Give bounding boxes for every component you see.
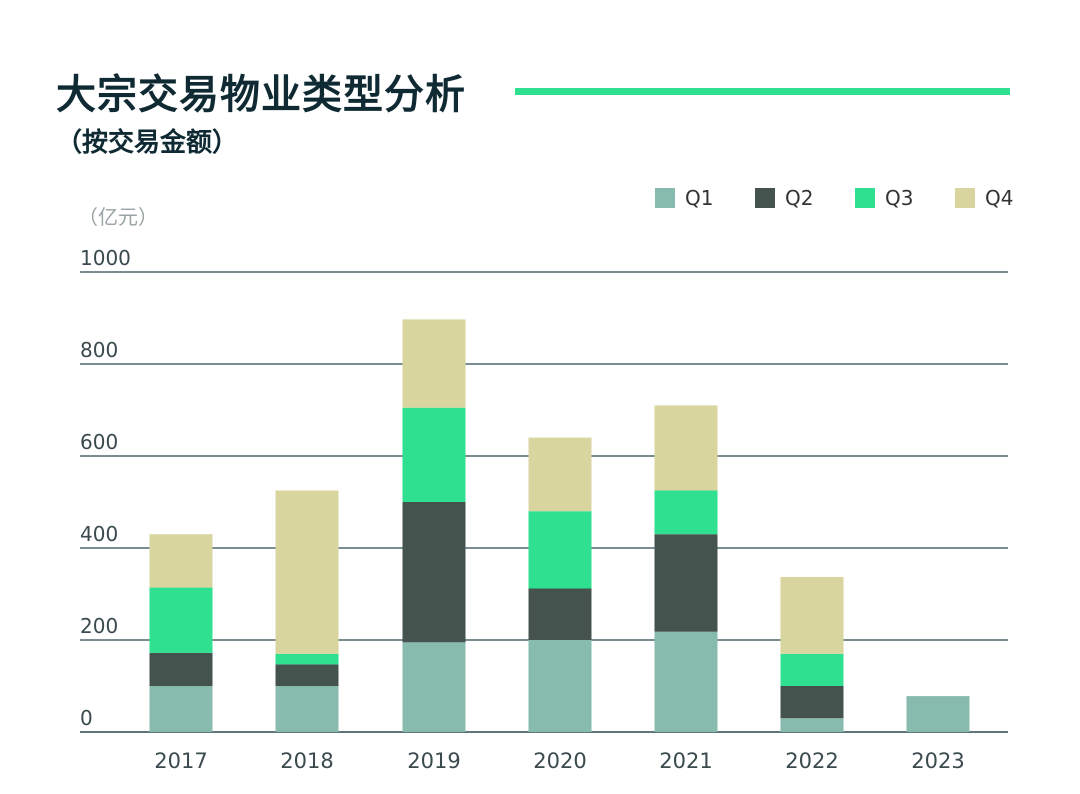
- bar-2022-q3: [780, 653, 844, 686]
- y-axis-unit-label: （亿元）: [78, 205, 158, 229]
- x-tick-label-2017: 2017: [154, 749, 207, 773]
- bar-2017-q1: [149, 686, 213, 732]
- bar-2017-q4: [149, 534, 213, 588]
- legend: Q1 Q2 Q3 Q4: [655, 186, 1055, 210]
- legend-swatch-q3: [855, 188, 875, 208]
- bar-2021-q3: [654, 490, 718, 535]
- bar-2023-q1: [906, 696, 970, 732]
- bar-2018-q4: [275, 490, 339, 654]
- title-accent-rule: [515, 88, 1010, 95]
- legend-label-q1: Q1: [685, 186, 714, 210]
- x-tick-label-2023: 2023: [911, 749, 964, 773]
- bar-2018-q3: [275, 653, 339, 665]
- legend-swatch-q2: [755, 188, 775, 208]
- bar-2019-q3: [402, 407, 466, 502]
- bar-2021-q1: [654, 631, 718, 732]
- x-tick-label-2019: 2019: [407, 749, 460, 773]
- x-tick-label-2021: 2021: [659, 749, 712, 773]
- y-tick-label-200: 200: [80, 614, 118, 638]
- chart-subtitle: （按交易金额）: [56, 128, 239, 158]
- bar-2020-q4: [528, 437, 592, 512]
- bar-2017-q2: [149, 652, 213, 686]
- bar-2020-q3: [528, 511, 592, 589]
- legend-swatch-q1: [655, 188, 675, 208]
- legend-swatch-q4: [955, 188, 975, 208]
- bar-2022-q2: [780, 686, 844, 719]
- bar-2019-q4: [402, 319, 466, 408]
- legend-label-q4: Q4: [985, 186, 1014, 210]
- bar-2019-q2: [402, 502, 466, 643]
- bar-2019-q1: [402, 642, 466, 732]
- x-tick-label-2020: 2020: [533, 749, 586, 773]
- bar-2020-q1: [528, 640, 592, 732]
- bar-2022-q4: [780, 576, 844, 654]
- legend-item-q1: Q1: [655, 186, 755, 210]
- bar-2018-q2: [275, 664, 339, 686]
- chart-title: 大宗交易物业类型分析: [56, 72, 466, 118]
- legend-item-q3: Q3: [855, 186, 955, 210]
- y-tick-label-400: 400: [80, 522, 118, 546]
- y-tick-label-1000: 1000: [80, 246, 131, 270]
- legend-label-q2: Q2: [785, 186, 814, 210]
- bar-2018-q1: [275, 686, 339, 732]
- bar-2022-q1: [780, 718, 844, 732]
- bar-2020-q2: [528, 588, 592, 640]
- bar-2021-q4: [654, 405, 718, 491]
- y-tick-label-600: 600: [80, 430, 118, 454]
- x-tick-label-2018: 2018: [280, 749, 333, 773]
- y-tick-label-800: 800: [80, 338, 118, 362]
- x-tick-label-2022: 2022: [785, 749, 838, 773]
- legend-label-q3: Q3: [885, 186, 914, 210]
- legend-item-q4: Q4: [955, 186, 1055, 210]
- y-tick-label-0: 0: [80, 706, 93, 730]
- bar-2017-q3: [149, 587, 213, 653]
- legend-item-q2: Q2: [755, 186, 855, 210]
- bar-2021-q2: [654, 534, 718, 632]
